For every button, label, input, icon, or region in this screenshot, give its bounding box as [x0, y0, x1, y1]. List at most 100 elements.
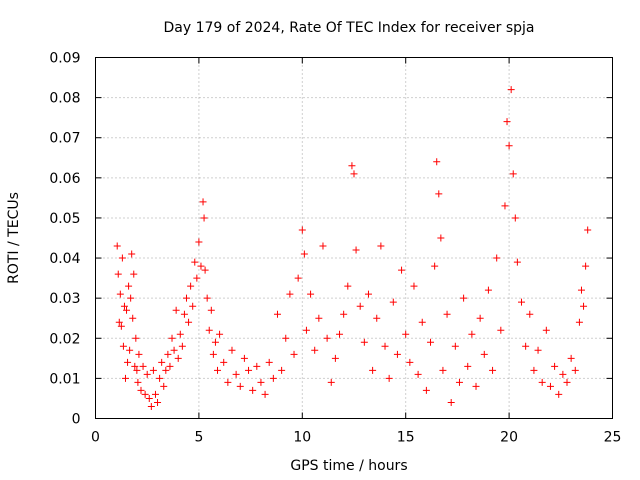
data-point: [546, 382, 554, 390]
data-point: [166, 362, 174, 370]
data-point: [191, 258, 199, 266]
data-point: [201, 266, 209, 274]
data-point: [369, 366, 377, 374]
data-point: [139, 362, 147, 370]
data-point: [534, 346, 542, 354]
data-point: [294, 274, 302, 282]
data-point: [505, 142, 513, 150]
data-point: [567, 354, 575, 362]
data-point: [571, 366, 579, 374]
data-point: [249, 386, 257, 394]
data-point: [302, 326, 310, 334]
data-point: [125, 282, 133, 290]
data-point: [121, 374, 129, 382]
data-point: [484, 286, 492, 294]
data-point: [439, 366, 447, 374]
data-point: [555, 390, 563, 398]
data-point: [406, 358, 414, 366]
y-tick-label: 0.08: [49, 91, 80, 107]
x-tick-label: 5: [194, 430, 203, 446]
data-points-layer: [113, 86, 592, 410]
data-point: [340, 310, 348, 318]
data-point: [577, 286, 585, 294]
data-point: [172, 306, 180, 314]
data-point: [393, 350, 401, 358]
data-point: [131, 362, 139, 370]
data-point: [344, 282, 352, 290]
data-point: [117, 322, 125, 330]
data-point: [124, 358, 132, 366]
data-point: [113, 242, 121, 250]
data-point: [119, 342, 127, 350]
data-point: [538, 378, 546, 386]
data-point: [315, 314, 323, 322]
x-tick-label: 15: [397, 430, 415, 446]
data-point: [156, 374, 164, 382]
data-point: [240, 354, 248, 362]
data-point: [224, 378, 232, 386]
data-point: [278, 366, 286, 374]
data-point: [348, 162, 356, 170]
data-point: [216, 330, 224, 338]
data-point: [331, 354, 339, 362]
data-point: [509, 170, 517, 178]
data-point: [261, 390, 269, 398]
data-point: [518, 298, 526, 306]
data-point: [584, 226, 592, 234]
data-point: [178, 342, 186, 350]
data-point: [418, 318, 426, 326]
x-axis-label: GPS time / hours: [290, 458, 407, 474]
data-point: [468, 330, 476, 338]
data-point: [435, 190, 443, 198]
data-point: [352, 246, 360, 254]
data-point: [135, 350, 143, 358]
data-point: [160, 382, 168, 390]
data-point: [180, 310, 188, 318]
y-tick-label: 0: [72, 412, 81, 428]
data-point: [431, 262, 439, 270]
data-point: [559, 370, 567, 378]
grid-layer: [95, 57, 613, 419]
data-point: [220, 358, 228, 366]
data-point: [203, 294, 211, 302]
data-point: [189, 302, 197, 310]
data-point: [269, 374, 277, 382]
data-point: [373, 314, 381, 322]
data-point: [236, 382, 244, 390]
data-point: [323, 334, 331, 342]
plot-frame: [95, 57, 613, 419]
data-point: [116, 290, 124, 298]
data-point: [542, 326, 550, 334]
x-tick-label: 25: [604, 430, 622, 446]
data-point: [128, 250, 136, 258]
data-point: [511, 214, 519, 222]
data-point: [389, 298, 397, 306]
y-tick-label: 0.09: [49, 51, 80, 67]
y-tick-label: 0.06: [49, 171, 80, 187]
data-point: [199, 198, 207, 206]
data-point: [410, 282, 418, 290]
data-point: [551, 362, 559, 370]
data-point: [311, 346, 319, 354]
data-point: [158, 358, 166, 366]
data-point: [132, 334, 140, 342]
data-point: [115, 318, 123, 326]
data-point: [205, 326, 213, 334]
data-point: [493, 254, 501, 262]
data-point: [300, 250, 308, 258]
data-point: [427, 338, 435, 346]
y-tick-label: 0.07: [49, 131, 80, 147]
data-point: [364, 290, 372, 298]
data-point: [422, 386, 430, 394]
data-point: [197, 262, 205, 270]
data-point: [209, 350, 217, 358]
data-point: [480, 350, 488, 358]
y-tick-label: 0.01: [49, 371, 80, 387]
data-point: [385, 374, 393, 382]
data-point: [501, 202, 509, 210]
data-point: [377, 242, 385, 250]
data-point: [228, 346, 236, 354]
x-tick-label: 0: [91, 430, 100, 446]
y-tick-label: 0.03: [49, 291, 80, 307]
